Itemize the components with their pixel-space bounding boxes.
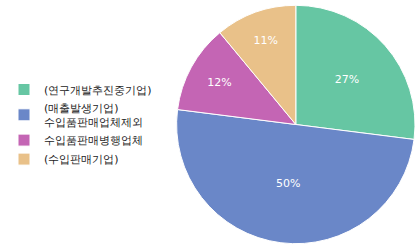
svg-text:50%: 50% (276, 177, 300, 190)
svg-text:12%: 12% (207, 76, 231, 89)
svg-text:(연구개발추진중기업): (연구개발추진중기업) (44, 84, 152, 97)
svg-text:27%: 27% (335, 73, 359, 86)
svg-text:(수입판매기업): (수입판매기업) (44, 153, 119, 166)
svg-text:수입품판매병행업체: 수입품판매병행업체 (44, 134, 143, 147)
svg-text:11%: 11% (253, 34, 277, 47)
svg-text:(매출발생기업)수입품판매업체제외: (매출발생기업)수입품판매업체제외 (44, 102, 143, 129)
